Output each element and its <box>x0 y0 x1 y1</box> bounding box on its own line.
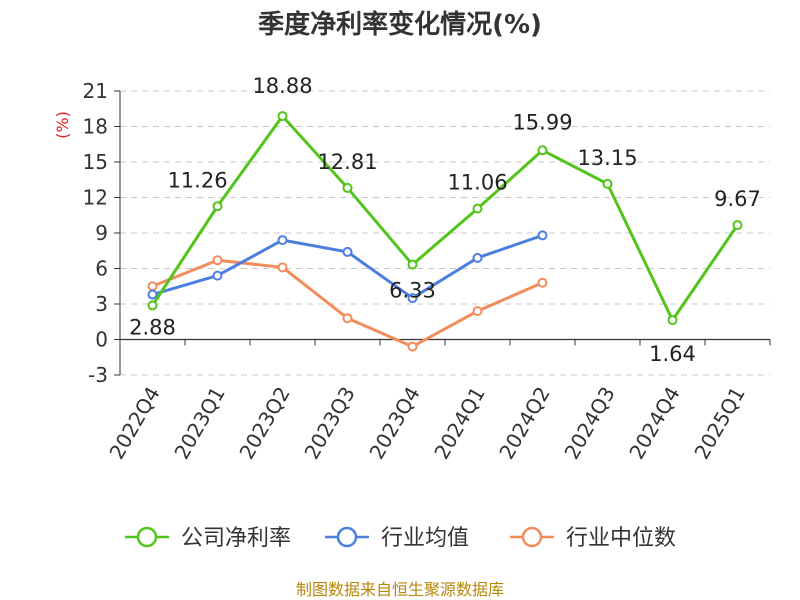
legend-label: 行业均值 <box>381 526 469 551</box>
series-line <box>151 114 739 322</box>
series-line <box>151 258 544 349</box>
data-point <box>212 201 223 212</box>
legend: 公司净利率 行业均值 行业中位数 <box>125 526 676 551</box>
data-point <box>277 111 288 122</box>
data-point <box>147 281 158 292</box>
y-tick-label: 15 <box>83 150 108 174</box>
y-tick-label: -3 <box>88 363 108 387</box>
data-point <box>212 270 223 281</box>
data-label: 15.99 <box>512 110 572 134</box>
data-point <box>472 252 483 263</box>
legend-swatch-marker <box>336 526 358 548</box>
data-label: 2.88 <box>129 315 176 339</box>
y-tick-label: 9 <box>95 221 108 245</box>
x-tick-label: 2024Q4 <box>624 383 684 464</box>
x-tick-label: 2023Q2 <box>234 383 294 464</box>
x-tick-label: 2023Q4 <box>364 383 424 464</box>
y-tick-label: 0 <box>95 328 108 352</box>
data-point <box>732 220 743 231</box>
data-point <box>602 178 613 189</box>
data-point <box>212 255 223 266</box>
y-tick-label: 6 <box>95 257 108 281</box>
x-tick-label: 2024Q1 <box>429 383 489 464</box>
data-point <box>342 313 353 324</box>
y-axis-label: (%) <box>53 111 72 139</box>
data-label: 13.15 <box>577 146 637 170</box>
data-point <box>407 341 418 352</box>
data-point <box>537 230 548 241</box>
data-point <box>407 259 418 270</box>
x-tick-label: 2023Q1 <box>169 383 229 464</box>
data-point <box>277 235 288 246</box>
data-point <box>277 262 288 273</box>
data-point <box>407 293 418 304</box>
y-tick-label: 3 <box>95 292 108 316</box>
data-label: 9.67 <box>714 187 761 211</box>
data-point <box>342 182 353 193</box>
data-label: 11.26 <box>167 168 227 192</box>
x-tick-label: 2024Q2 <box>494 383 554 464</box>
series-line <box>152 233 543 300</box>
data-label: 18.88 <box>252 74 312 98</box>
y-tick-label: 12 <box>83 186 108 210</box>
chart-title: 季度净利率变化情况(%) <box>258 9 542 40</box>
data-point <box>537 277 548 288</box>
series-layer <box>147 111 743 352</box>
source-note: 制图数据来自恒生聚源数据库 <box>296 580 504 599</box>
legend-label: 行业中位数 <box>566 526 676 551</box>
legend-swatch-marker <box>521 526 543 548</box>
data-point <box>472 203 483 214</box>
legend-swatch-marker <box>136 526 158 548</box>
x-tick-label: 2022Q4 <box>104 383 164 464</box>
data-label: 11.06 <box>447 171 507 195</box>
data-point <box>537 145 548 156</box>
data-point <box>472 306 483 317</box>
y-tick-label: 18 <box>83 115 108 139</box>
y-tick-label: 21 <box>83 79 108 103</box>
data-point <box>147 289 158 300</box>
data-label: 12.81 <box>317 150 377 174</box>
data-point <box>667 315 678 326</box>
x-tick-label: 2025Q1 <box>689 383 749 464</box>
data-point <box>147 300 158 311</box>
x-tick-label: 2023Q3 <box>299 383 359 464</box>
legend-label: 公司净利率 <box>181 526 291 551</box>
grid-layer <box>120 90 770 376</box>
x-tick-label: 2024Q3 <box>559 383 619 464</box>
data-point <box>342 246 353 257</box>
data-label: 1.64 <box>649 342 696 366</box>
data-label: 6.33 <box>389 279 436 303</box>
